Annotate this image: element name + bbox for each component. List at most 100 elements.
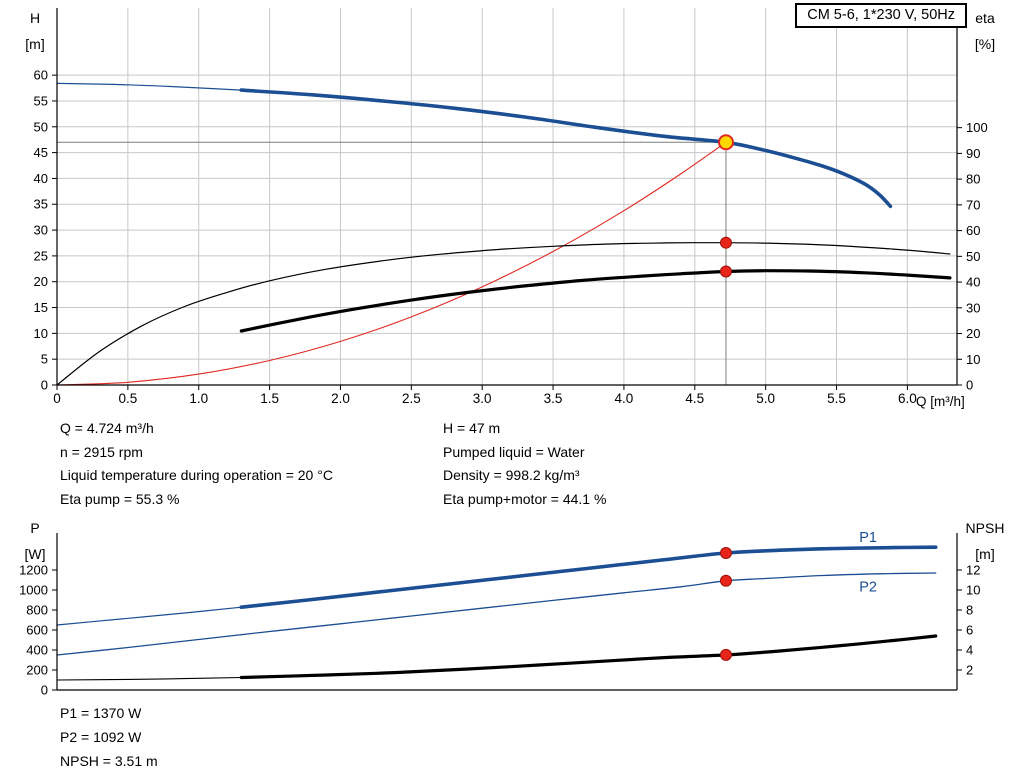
y-right-tick-label: 70 xyxy=(966,197,980,212)
y-right-tick-label: 10 xyxy=(966,352,980,367)
y-left-tick-label: 200 xyxy=(26,663,48,678)
info-pumped-liquid: Pumped liquid = Water xyxy=(443,443,585,460)
y-right-tick-label: 12 xyxy=(966,563,980,578)
y-right-tick-label: 2 xyxy=(966,663,973,678)
eta-pump-marker xyxy=(719,236,732,249)
info-liquid-temperature: Liquid temperature during operation = 20… xyxy=(60,467,333,484)
y-right-tick-label: 80 xyxy=(966,172,980,187)
duty-info-right-column: H = 47 m Pumped liquid = Water Density =… xyxy=(443,417,606,512)
x-tick-label: 4.0 xyxy=(615,391,634,406)
x-tick-label: 0 xyxy=(53,391,61,406)
result-npsh: NPSH = 3.51 m xyxy=(60,753,158,769)
info-eta-pump-motor: Eta pump+motor = 44.1 % xyxy=(443,491,607,508)
x-tick-label: 3.0 xyxy=(473,391,492,406)
y-left-tick-label: 5 xyxy=(41,352,48,367)
x-tick-label: 5.5 xyxy=(827,391,846,406)
x-tick-label: 2.0 xyxy=(331,391,350,406)
y-left-tick-label: 1200 xyxy=(19,563,48,578)
y-right-tick-label: 60 xyxy=(966,223,980,238)
npsh-axis-unit: [m] xyxy=(975,546,995,562)
x-tick-label: 1.0 xyxy=(189,391,208,406)
info-head: H = 47 m xyxy=(443,420,501,436)
eta-pump-motor-curve xyxy=(239,269,952,333)
y-right-tick-label: 8 xyxy=(966,603,973,618)
y-left-tick-label: 20 xyxy=(34,274,48,289)
y-right-tick-label: 50 xyxy=(966,249,980,264)
y-left-tick-label: 10 xyxy=(34,326,48,341)
y-left-tick-label: 50 xyxy=(34,119,48,134)
eta-axis-header: eta [%] xyxy=(958,5,1012,57)
p1-curve xyxy=(239,545,938,609)
y-left-tick-label: 400 xyxy=(26,643,48,658)
y-right-tick-label: 20 xyxy=(966,326,980,341)
p1-curve-low-flow xyxy=(56,606,242,626)
x-tick-label: 3.5 xyxy=(544,391,563,406)
y-left-tick-label: 0 xyxy=(41,683,48,698)
eta-axis-unit: [%] xyxy=(974,36,996,52)
info-speed: n = 2915 rpm xyxy=(60,443,143,460)
npsh-curve xyxy=(239,634,938,680)
duty-point-marker xyxy=(717,134,734,151)
p1-duty-marker xyxy=(719,547,732,559)
x-tick-label: 1.5 xyxy=(260,391,279,406)
pump-title-box: CM 5-6, 1*230 V, 50Hz xyxy=(795,3,967,28)
p2-curve xyxy=(56,572,937,656)
p-axis-header: P [W] xyxy=(12,515,58,567)
y-right-tick-label: 90 xyxy=(966,146,980,161)
p-axis-label: P xyxy=(30,520,40,536)
duty-info-left-column: Q = 4.724 m³/h n = 2915 rpm Liquid tempe… xyxy=(60,417,333,512)
pump-title: CM 5-6, 1*230 V, 50Hz xyxy=(807,7,955,23)
y-left-tick-label: 35 xyxy=(34,197,48,212)
y-left-tick-label: 30 xyxy=(34,223,48,238)
y-right-tick-label: 10 xyxy=(966,583,980,598)
info-flow: Q = 4.724 m³/h xyxy=(60,420,154,436)
result-p2: P2 = 1092 W xyxy=(60,729,142,745)
eta-pump-motor-marker xyxy=(719,265,732,278)
x-tick-label: 4.5 xyxy=(685,391,704,406)
hq-chart: 0 5 10 15 20 25 30 35 40 45 50 55 60 0 10 20 30 40 50 60 70 8… xyxy=(34,8,988,406)
x-tick-label: 5.0 xyxy=(756,391,775,406)
y-left-tick-label: 1000 xyxy=(19,583,48,598)
y-right-tick-label: 40 xyxy=(966,275,980,290)
y-left-tick-label: 45 xyxy=(34,145,48,160)
results-column: P1 = 1370 W P2 = 1092 W NPSH = 3.51 m xyxy=(60,701,158,773)
x-tick-label: 2.5 xyxy=(402,391,421,406)
q-axis-label: Q [m³/h] xyxy=(916,394,965,409)
y-right-tick-label: 6 xyxy=(966,623,973,638)
y-right-tick-label: 0 xyxy=(966,378,973,393)
npsh-axis-label: NPSH xyxy=(965,520,1005,536)
y-left-tick-label: 60 xyxy=(34,68,48,83)
x-tick-label: 0.5 xyxy=(118,391,137,406)
power-chart: 0 200 400 600 800 1000 1200 2 4 6 8 10 12 P1 P2 xyxy=(19,530,980,698)
y-left-tick-label: 15 xyxy=(34,300,48,315)
h-curve xyxy=(239,88,893,209)
h-axis-unit: [m] xyxy=(25,36,45,52)
y-right-tick-label: 100 xyxy=(966,120,988,135)
info-eta-pump: Eta pump = 55.3 % xyxy=(60,491,180,508)
y-left-tick-label: 800 xyxy=(26,603,48,618)
y-right-tick-label: 4 xyxy=(966,643,973,658)
npsh-curve-low-flow xyxy=(56,676,242,681)
y-left-tick-label: 600 xyxy=(26,623,48,638)
series-label-p1: P1 xyxy=(859,530,877,546)
p2-duty-marker xyxy=(719,574,732,587)
series-label-p2: P2 xyxy=(859,580,877,596)
x-tick-label: 6.0 xyxy=(898,391,917,406)
h-axis-label: H xyxy=(29,10,41,26)
eta-pump-curve xyxy=(56,242,951,386)
y-right-tick-label: 30 xyxy=(966,300,980,315)
h-axis-header: H [m] xyxy=(12,5,58,57)
y-left-tick-label: 40 xyxy=(34,171,48,186)
y-left-tick-label: 25 xyxy=(34,248,48,263)
info-density: Density = 998.2 kg/m³ xyxy=(443,467,580,484)
npsh-axis-header: NPSH [m] xyxy=(952,515,1018,567)
h-curve-low-flow xyxy=(56,82,242,91)
eta-axis-label: eta xyxy=(975,10,995,26)
result-p1: P1 = 1370 W xyxy=(60,705,142,721)
p-axis-unit: [W] xyxy=(24,546,46,562)
npsh-duty-marker xyxy=(719,648,732,661)
y-left-tick-label: 0 xyxy=(41,378,48,393)
system-curve xyxy=(56,141,727,386)
